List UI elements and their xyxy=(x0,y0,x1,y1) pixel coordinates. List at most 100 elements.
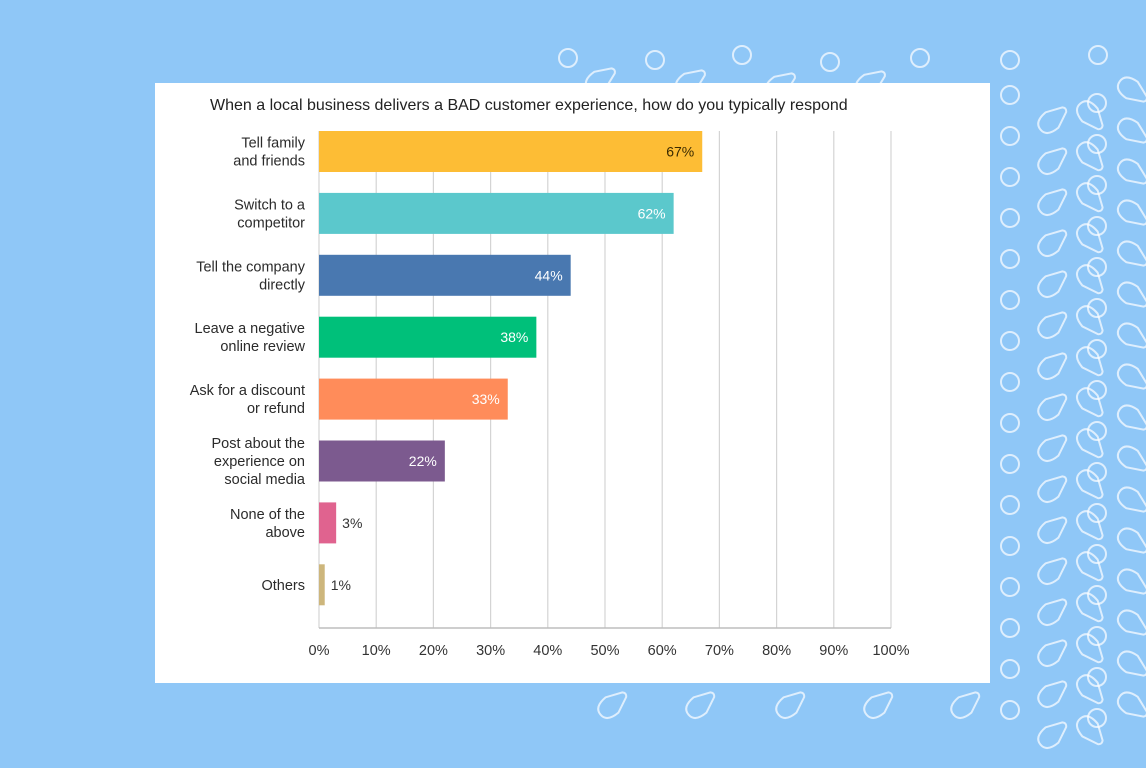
x-tick-label: 50% xyxy=(590,643,619,659)
category-label: Others xyxy=(261,578,305,594)
category-label: Switch to a competitor xyxy=(234,197,306,231)
pattern-ring xyxy=(1000,659,1020,679)
x-tick-label: 100% xyxy=(872,643,909,659)
chart-title: When a local business delivers a BAD cus… xyxy=(210,97,848,114)
pattern-ring xyxy=(1087,257,1107,277)
pattern-drop xyxy=(1037,188,1068,216)
x-tick-label: 40% xyxy=(533,643,562,659)
pattern-ring xyxy=(1087,93,1107,113)
pattern-drop xyxy=(1116,486,1146,513)
pattern-drop xyxy=(1037,106,1068,134)
pattern-drop xyxy=(1037,352,1068,380)
data-label: 33% xyxy=(472,391,500,407)
pattern-ring xyxy=(1087,298,1107,318)
x-tick-label: 70% xyxy=(705,643,734,659)
pattern-drop xyxy=(1116,322,1146,349)
pattern-drop xyxy=(1076,141,1104,172)
pattern-drop xyxy=(1116,445,1146,472)
pattern-drop xyxy=(1037,721,1068,749)
pattern-ring xyxy=(1087,503,1107,523)
pattern-drop xyxy=(1076,223,1104,254)
bar xyxy=(319,192,674,234)
bar xyxy=(319,564,325,606)
pattern-drop xyxy=(1037,434,1068,462)
category-label: None of the above xyxy=(230,507,305,541)
pattern-drop xyxy=(1076,592,1104,623)
pattern-ring xyxy=(1087,462,1107,482)
bars: 67% 62% 44% 38% 33% 22% 3% 1% xyxy=(319,131,703,606)
pattern-drop xyxy=(1116,609,1146,636)
pattern-drop xyxy=(1076,428,1104,459)
pattern-drop xyxy=(1037,680,1068,708)
bar xyxy=(319,131,703,172)
pattern-drop xyxy=(1076,264,1104,295)
pattern-ring xyxy=(1000,85,1020,105)
pattern-drop xyxy=(1116,404,1146,431)
pattern-drop xyxy=(1076,674,1104,705)
pattern-drop xyxy=(1116,117,1146,144)
bar xyxy=(319,254,571,296)
category-label: Tell the company directly xyxy=(196,259,306,293)
pattern-drop xyxy=(1116,650,1146,677)
pattern-ring xyxy=(1000,618,1020,638)
pattern-ring xyxy=(1000,700,1020,720)
pattern-drop xyxy=(1076,633,1104,664)
pattern-ring xyxy=(1000,126,1020,146)
category-label: Tell family and friends xyxy=(233,136,305,170)
pattern-ring xyxy=(1000,372,1020,392)
pattern-drop xyxy=(1076,510,1104,541)
data-label: 3% xyxy=(342,515,362,531)
pattern-ring xyxy=(1000,495,1020,515)
x-tick-label: 10% xyxy=(362,643,391,659)
pattern-ring xyxy=(1087,667,1107,687)
pattern-drop xyxy=(1037,147,1068,175)
pattern-drop xyxy=(597,691,628,719)
pattern-drop xyxy=(1037,516,1068,544)
pattern-drop xyxy=(1037,270,1068,298)
pattern-ring xyxy=(1087,134,1107,154)
bar xyxy=(319,316,537,358)
data-label: 67% xyxy=(666,144,694,160)
pattern-drop xyxy=(1076,551,1104,582)
data-label: 44% xyxy=(535,267,563,283)
pattern-ring xyxy=(820,52,840,72)
pattern-drop xyxy=(1116,527,1146,554)
data-label: 1% xyxy=(331,577,351,593)
x-tick-label: 0% xyxy=(309,643,330,659)
pattern-ring xyxy=(1088,45,1108,65)
pattern-drop xyxy=(950,691,981,719)
x-tick-label: 90% xyxy=(819,643,848,659)
pattern-drop xyxy=(1037,475,1068,503)
x-tick-label: 30% xyxy=(476,643,505,659)
chart-card: When a local business delivers a BAD cus… xyxy=(155,83,990,683)
bar-chart: When a local business delivers a BAD cus… xyxy=(190,97,910,659)
pattern-ring xyxy=(1000,167,1020,187)
pattern-ring xyxy=(1087,339,1107,359)
pattern-ring xyxy=(1087,708,1107,728)
pattern-ring xyxy=(1000,290,1020,310)
data-label: 62% xyxy=(638,205,666,221)
pattern-drop xyxy=(1116,240,1146,267)
pattern-drop xyxy=(685,691,716,719)
x-tick-label: 80% xyxy=(762,643,791,659)
bar xyxy=(319,378,508,420)
pattern-drop xyxy=(1037,557,1068,585)
pattern-ring xyxy=(1000,577,1020,597)
data-label: 38% xyxy=(500,329,528,345)
pattern-ring xyxy=(1000,454,1020,474)
pattern-ring xyxy=(1000,536,1020,556)
pattern-drop xyxy=(1037,311,1068,339)
pattern-ring xyxy=(1087,175,1107,195)
pattern-drop xyxy=(1037,393,1068,421)
pattern-ring xyxy=(1000,249,1020,269)
data-label: 22% xyxy=(409,453,437,469)
pattern-drop xyxy=(1076,305,1104,336)
pattern-ring xyxy=(1087,626,1107,646)
pattern-ring xyxy=(1000,331,1020,351)
pattern-ring xyxy=(1087,421,1107,441)
pattern-drop xyxy=(1116,691,1146,718)
x-tick-label: 20% xyxy=(419,643,448,659)
pattern-drop xyxy=(1076,469,1104,500)
category-label: Ask for a discount or refund xyxy=(190,383,305,417)
category-labels: Tell family and friends Switch to a competi… xyxy=(190,136,306,594)
